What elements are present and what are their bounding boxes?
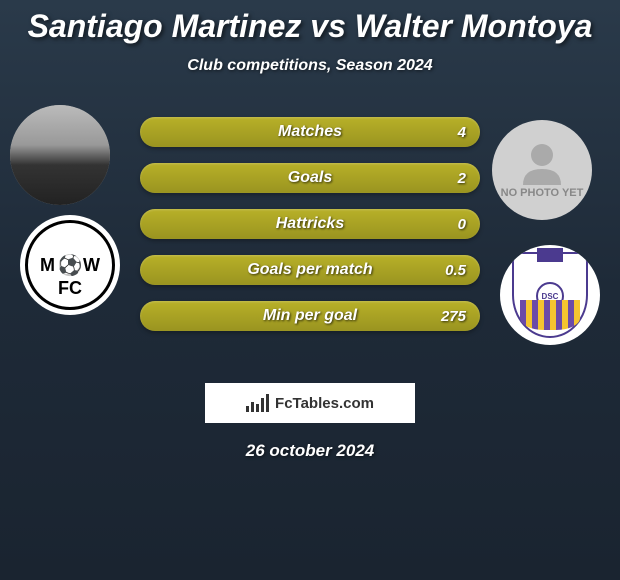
left-player-photo bbox=[10, 105, 110, 205]
mw-badge-icon: M W F C bbox=[25, 220, 115, 310]
stat-label: Hattricks bbox=[140, 209, 480, 239]
stat-bar-goals: Goals 2 bbox=[140, 163, 480, 193]
stat-value: 2 bbox=[458, 163, 466, 193]
subtitle: Club competitions, Season 2024 bbox=[0, 57, 620, 75]
stat-bar-matches: Matches 4 bbox=[140, 117, 480, 147]
stat-label: Goals per match bbox=[140, 255, 480, 285]
right-team-badge: DSC bbox=[500, 245, 600, 345]
stat-label: Matches bbox=[140, 117, 480, 147]
page-title: Santiago Martinez vs Walter Montoya bbox=[0, 0, 620, 45]
left-team-badge: M W F C bbox=[20, 215, 120, 315]
stat-bar-hattricks: Hattricks 0 bbox=[140, 209, 480, 239]
stat-value: 4 bbox=[458, 117, 466, 147]
defensor-badge-icon: DSC bbox=[512, 252, 588, 338]
stat-bars: Matches 4 Goals 2 Hattricks 0 Goals per … bbox=[140, 117, 480, 347]
chart-icon bbox=[246, 394, 269, 412]
brand-label: FcTables.com bbox=[275, 395, 374, 412]
right-player-photo: NO PHOTO YET bbox=[492, 120, 592, 220]
stat-label: Goals bbox=[140, 163, 480, 193]
comparison-content: M W F C NO PHOTO YET DSC Matches 4 Goals… bbox=[0, 105, 620, 365]
date-label: 26 october 2024 bbox=[0, 441, 620, 461]
silhouette-icon bbox=[517, 141, 567, 185]
stat-bar-goals-per-match: Goals per match 0.5 bbox=[140, 255, 480, 285]
no-photo-label: NO PHOTO YET bbox=[501, 187, 584, 199]
stat-value: 0 bbox=[458, 209, 466, 239]
stat-value: 0.5 bbox=[445, 255, 466, 285]
player-photo-image bbox=[10, 105, 110, 205]
brand-box[interactable]: FcTables.com bbox=[205, 383, 415, 423]
stat-value: 275 bbox=[441, 301, 466, 331]
stat-label: Min per goal bbox=[140, 301, 480, 331]
stat-bar-min-per-goal: Min per goal 275 bbox=[140, 301, 480, 331]
